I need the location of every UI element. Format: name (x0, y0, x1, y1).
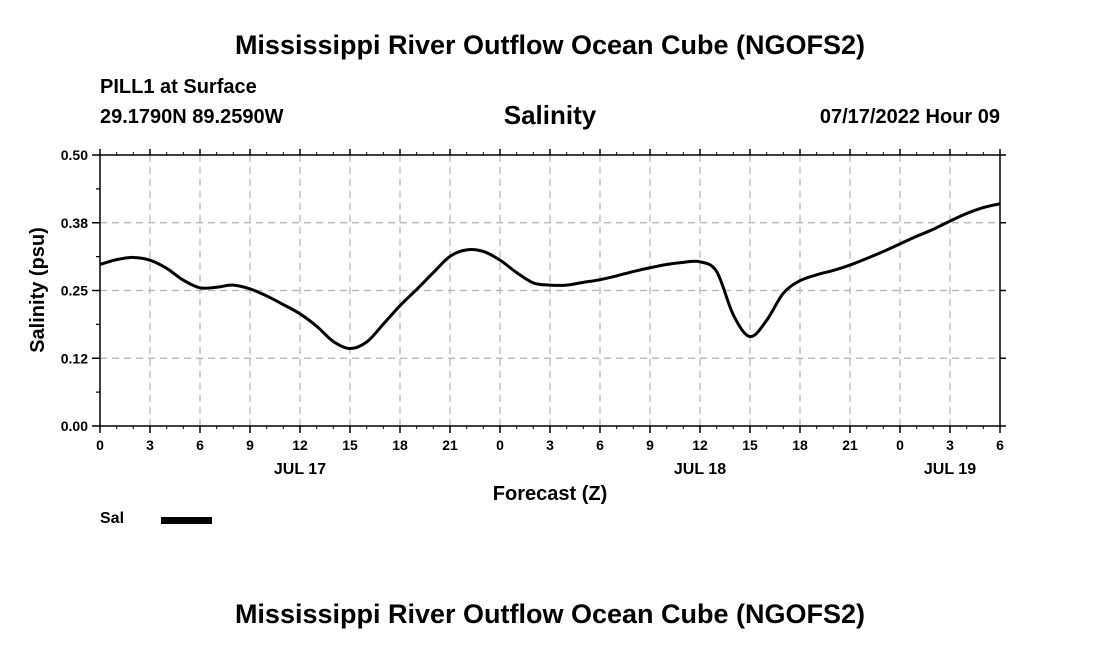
date-label: JUL 18 (674, 461, 726, 478)
x-tick-label: 0 (496, 437, 504, 453)
x-tick-label: 12 (692, 437, 708, 453)
station-coordinates: 29.1790N 89.2590W (100, 106, 284, 128)
date-label: JUL 17 (274, 461, 326, 478)
x-tick-label: 15 (342, 437, 358, 453)
salinity-series-line (99, 202, 1001, 350)
date-label: JUL 19 (924, 461, 976, 478)
x-tick-label: 9 (646, 437, 654, 453)
x-tick-label: 21 (442, 437, 458, 453)
x-axis-label: Forecast (Z) (493, 483, 607, 505)
x-tick-label: 15 (742, 437, 758, 453)
y-axis-label: Salinity (psu) (27, 227, 49, 353)
y-tick-label: 0.25 (61, 283, 88, 299)
y-tick-label: 0.38 (61, 215, 88, 231)
x-tick-label: 6 (196, 437, 204, 453)
x-tick-label: 18 (392, 437, 408, 453)
forecast-datetime: 07/17/2022 Hour 09 (819, 106, 1000, 128)
y-tick-label: 0.00 (61, 418, 88, 434)
legend-label: Sal (100, 510, 125, 527)
grid-layer (100, 155, 1000, 426)
x-tick-label: 3 (946, 437, 954, 453)
ticks-layer (92, 149, 1006, 433)
chart-header-title: Mississippi River Outflow Ocean Cube (NG… (234, 30, 866, 60)
x-tick-label: 0 (96, 437, 104, 453)
variable-title: Salinity (503, 100, 597, 130)
x-tick-label: 18 (792, 437, 808, 453)
x-tick-label: 9 (246, 437, 254, 453)
y-tick-label: 0.12 (61, 350, 88, 366)
x-tick-label: 6 (596, 437, 604, 453)
x-tick-label: 3 (146, 437, 154, 453)
x-tick-label: 12 (292, 437, 308, 453)
legend-line-swatch (161, 517, 212, 524)
x-tick-label: 6 (996, 437, 1004, 453)
station-label: PILL1 at Surface (100, 76, 257, 98)
x-tick-label: 3 (546, 437, 554, 453)
footer-title: Mississippi River Outflow Ocean Cube (NG… (234, 599, 866, 629)
x-tick-label: 21 (842, 437, 858, 453)
x-tick-label: 0 (896, 437, 904, 453)
labels-layer: 0.00 0.12 0.25 0.38 0.50 0 3 6 9 12 15 18 21 0 3 6 9 12 15… (61, 147, 1004, 478)
y-tick-label: 0.50 (61, 147, 88, 163)
